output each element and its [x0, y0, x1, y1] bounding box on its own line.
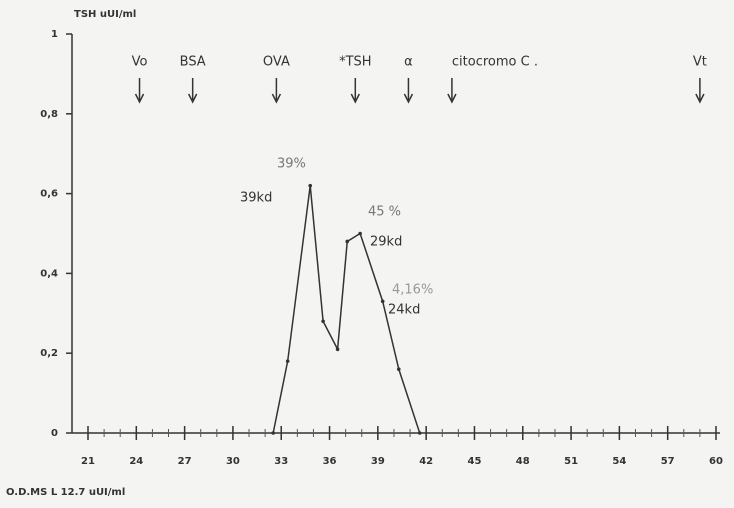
x-tick-label: 24 [129, 456, 143, 467]
annotation: 24kd [388, 303, 420, 318]
marker-arrowhead [187, 93, 198, 104]
data-point [321, 319, 325, 324]
x-tick-label: 57 [661, 456, 675, 467]
x-tick-label: 54 [612, 456, 626, 467]
x-tick-label: 42 [419, 456, 433, 467]
marker-label: Vt [693, 55, 707, 70]
marker-arrowhead [403, 93, 414, 104]
marker-label: OVA [263, 55, 290, 70]
footnote: O.D.MS L 12.7 uUI/ml [6, 487, 125, 498]
x-tick-label: 21 [81, 456, 95, 467]
x-tick-label: 33 [274, 456, 288, 467]
data-point [345, 239, 350, 244]
y-tick-label: 0,8 [40, 109, 58, 120]
x-tick-label: 48 [516, 456, 530, 467]
annotation: 39% [277, 157, 306, 172]
marker-arrowhead [447, 93, 457, 104]
y-tick-label: 0,6 [40, 189, 58, 200]
data-line [272, 185, 421, 434]
data-point [358, 231, 362, 236]
data-point [285, 359, 290, 363]
marker-label: Vo [132, 55, 148, 70]
data-point [308, 183, 313, 188]
x-tick-label: 45 [468, 456, 482, 467]
data-point [380, 299, 385, 304]
data-point [396, 367, 401, 371]
x-tick-label: 36 [323, 456, 337, 467]
marker-label: *TSH [339, 55, 371, 70]
x-tick-label: 60 [709, 456, 723, 467]
marker-label: citocromo C . [452, 55, 538, 70]
x-tick-label: 39 [371, 456, 385, 467]
marker-label: BSA [180, 55, 206, 70]
y-tick-label: 0,2 [40, 348, 58, 359]
y-tick-label: 1 [51, 29, 58, 40]
data-point [271, 431, 275, 435]
annotation: 39kd [240, 191, 272, 206]
marker-arrowhead [134, 93, 145, 104]
y-tick-label: 0,4 [40, 268, 58, 279]
chart-title: TSH uUI/ml [74, 9, 136, 20]
marker-arrowhead [271, 93, 282, 104]
annotation: 4,16% [392, 283, 433, 298]
marker-arrowhead [695, 93, 705, 104]
marker-label: α [404, 55, 413, 70]
x-tick-label: 51 [564, 456, 578, 467]
data-point [335, 347, 340, 352]
x-tick-label: 27 [178, 456, 192, 467]
x-tick-label: 30 [226, 456, 240, 467]
marker-arrowhead [350, 93, 360, 104]
y-tick-label: 0 [51, 428, 58, 439]
annotation: 29kd [370, 235, 402, 250]
data-point [417, 431, 422, 435]
annotation: 45 % [368, 205, 401, 220]
